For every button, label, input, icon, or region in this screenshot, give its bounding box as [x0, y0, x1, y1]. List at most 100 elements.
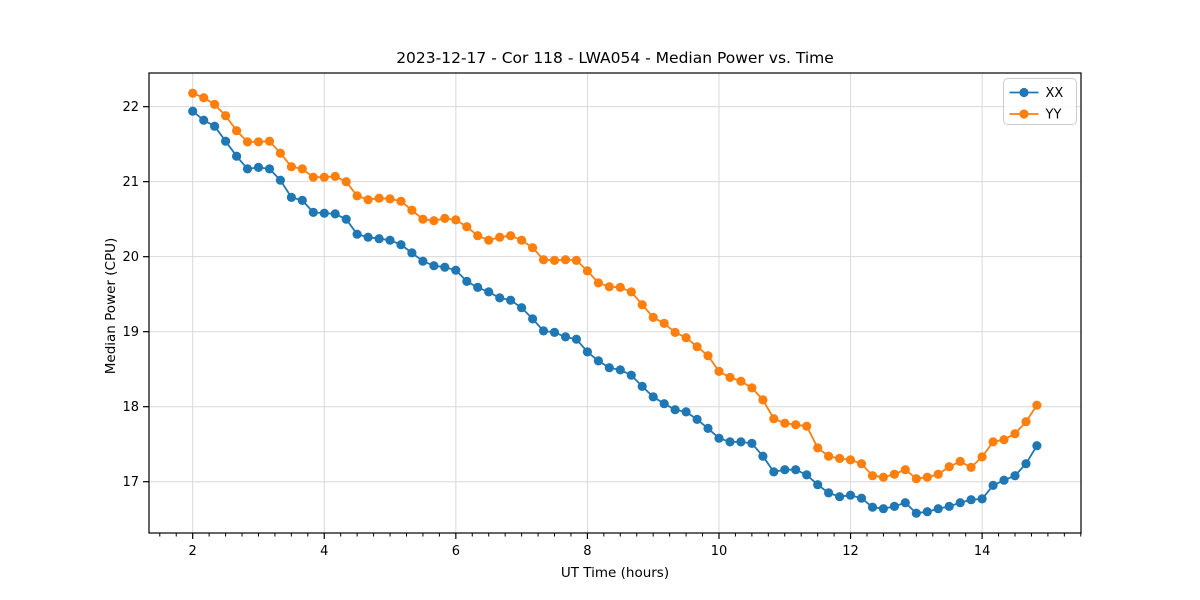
series-xx [188, 106, 1042, 518]
series-yy-marker [440, 213, 450, 223]
legend-label: XX [1046, 86, 1064, 101]
series-xx-marker [703, 423, 713, 433]
y-axis-label: Median Power (CPU) [103, 237, 119, 375]
series-xx-marker [571, 334, 582, 344]
series-yy-marker [692, 342, 702, 352]
series-yy-marker [396, 196, 406, 206]
series-xx-marker [824, 488, 834, 498]
x-tick-label: 2 [189, 544, 197, 559]
series-xx-marker [210, 121, 220, 131]
series-xx-marker [330, 209, 340, 219]
series-xx-marker [484, 287, 494, 297]
series-xx-marker [604, 363, 614, 373]
series-xx-marker [944, 501, 954, 511]
series-yy-marker [824, 451, 834, 461]
series-yy-marker [615, 282, 625, 292]
plot-border [148, 72, 1082, 534]
series-yy-marker [813, 443, 823, 453]
series-yy-marker [549, 255, 560, 265]
y-tick-label: 19 [122, 325, 139, 340]
series-yy-marker [451, 215, 461, 225]
series-xx-marker [495, 293, 505, 303]
series-xx-marker [889, 501, 900, 511]
x-tick-label: 12 [842, 544, 859, 559]
series-yy-marker [462, 222, 472, 232]
series-yy-marker [418, 214, 428, 224]
series-yy-marker [517, 235, 527, 245]
series-xx-marker [418, 256, 428, 266]
series-xx-marker [232, 151, 242, 161]
series-yy-marker [955, 456, 965, 466]
series-xx-marker [1010, 471, 1020, 481]
series-xx-marker [221, 136, 231, 146]
series-yy-marker [308, 172, 318, 182]
series-xx-marker [955, 498, 965, 508]
series-yy-marker [528, 243, 538, 253]
series-yy-marker [867, 471, 878, 481]
series-yy-marker [385, 194, 395, 204]
series-yy-marker [560, 255, 571, 265]
legend-item-yy: YY [1009, 108, 1061, 123]
series-xx-marker [440, 262, 450, 272]
series-xx-marker [670, 405, 680, 415]
series-yy-marker [1032, 400, 1042, 410]
series-yy-marker [330, 171, 340, 181]
series-xx-marker [396, 240, 406, 250]
series-xx-marker [341, 214, 351, 224]
legend-box [1003, 78, 1077, 125]
series-yy-marker [604, 282, 614, 292]
series-xx-marker [473, 282, 483, 292]
series-yy-marker [988, 437, 998, 447]
series-yy-marker [506, 231, 516, 241]
series-xx-marker [549, 327, 560, 337]
series-yy-marker [1010, 429, 1020, 439]
series-xx-marker [802, 470, 812, 480]
grid [149, 73, 1081, 533]
series-yy-marker [221, 111, 231, 121]
series-yy-marker [648, 312, 658, 322]
series-xx-marker [966, 495, 976, 505]
series-xx-marker [407, 248, 417, 258]
series-yy-marker [999, 435, 1009, 445]
series-xx-marker [275, 175, 285, 185]
series-yy-marker [933, 469, 943, 479]
series-xx-marker [517, 303, 527, 313]
y-axis: 17 18 19 20 21 22 [122, 100, 149, 490]
series-yy-marker [758, 395, 768, 405]
legend-marker-sample [1019, 87, 1029, 98]
legend-item-xx: XX [1009, 86, 1064, 101]
series-xx-marker [538, 326, 549, 336]
series-xx-marker [286, 192, 296, 202]
series-xx-marker [352, 229, 362, 239]
series-xx-marker [264, 164, 275, 174]
series-yy-marker [319, 172, 329, 182]
series-xx-marker [769, 467, 779, 477]
series-yy-marker [769, 414, 779, 424]
series-xx-marker [835, 492, 845, 502]
series-yy-marker [835, 453, 845, 463]
series-yy-marker [889, 469, 900, 479]
series-yy-marker [232, 126, 242, 136]
series-xx-marker [582, 347, 593, 357]
y-tick-label: 22 [122, 100, 139, 115]
series-xx-marker [506, 295, 516, 305]
series-xx-marker [626, 370, 636, 380]
series-xx-marker [933, 504, 943, 514]
series-xx-marker [462, 276, 472, 286]
series-xx-marker [593, 356, 604, 366]
series-xx-marker [188, 106, 198, 116]
x-axis: 2 4 6 8 10 12 14 [159, 533, 1082, 559]
x-axis-label: UT Time (hours) [560, 565, 670, 581]
x-tick-label: 14 [974, 544, 991, 559]
series-xx-marker [922, 507, 932, 517]
series-xx-marker [988, 480, 998, 490]
series-yy-marker [286, 162, 296, 172]
series-yy-marker [977, 452, 987, 462]
series-yy-marker [1021, 417, 1031, 427]
series-xx-marker [374, 234, 384, 244]
series-yy-marker [352, 191, 362, 201]
series-yy-marker [845, 455, 856, 465]
series-yy-marker [780, 418, 790, 428]
series-xx-marker [780, 465, 790, 475]
